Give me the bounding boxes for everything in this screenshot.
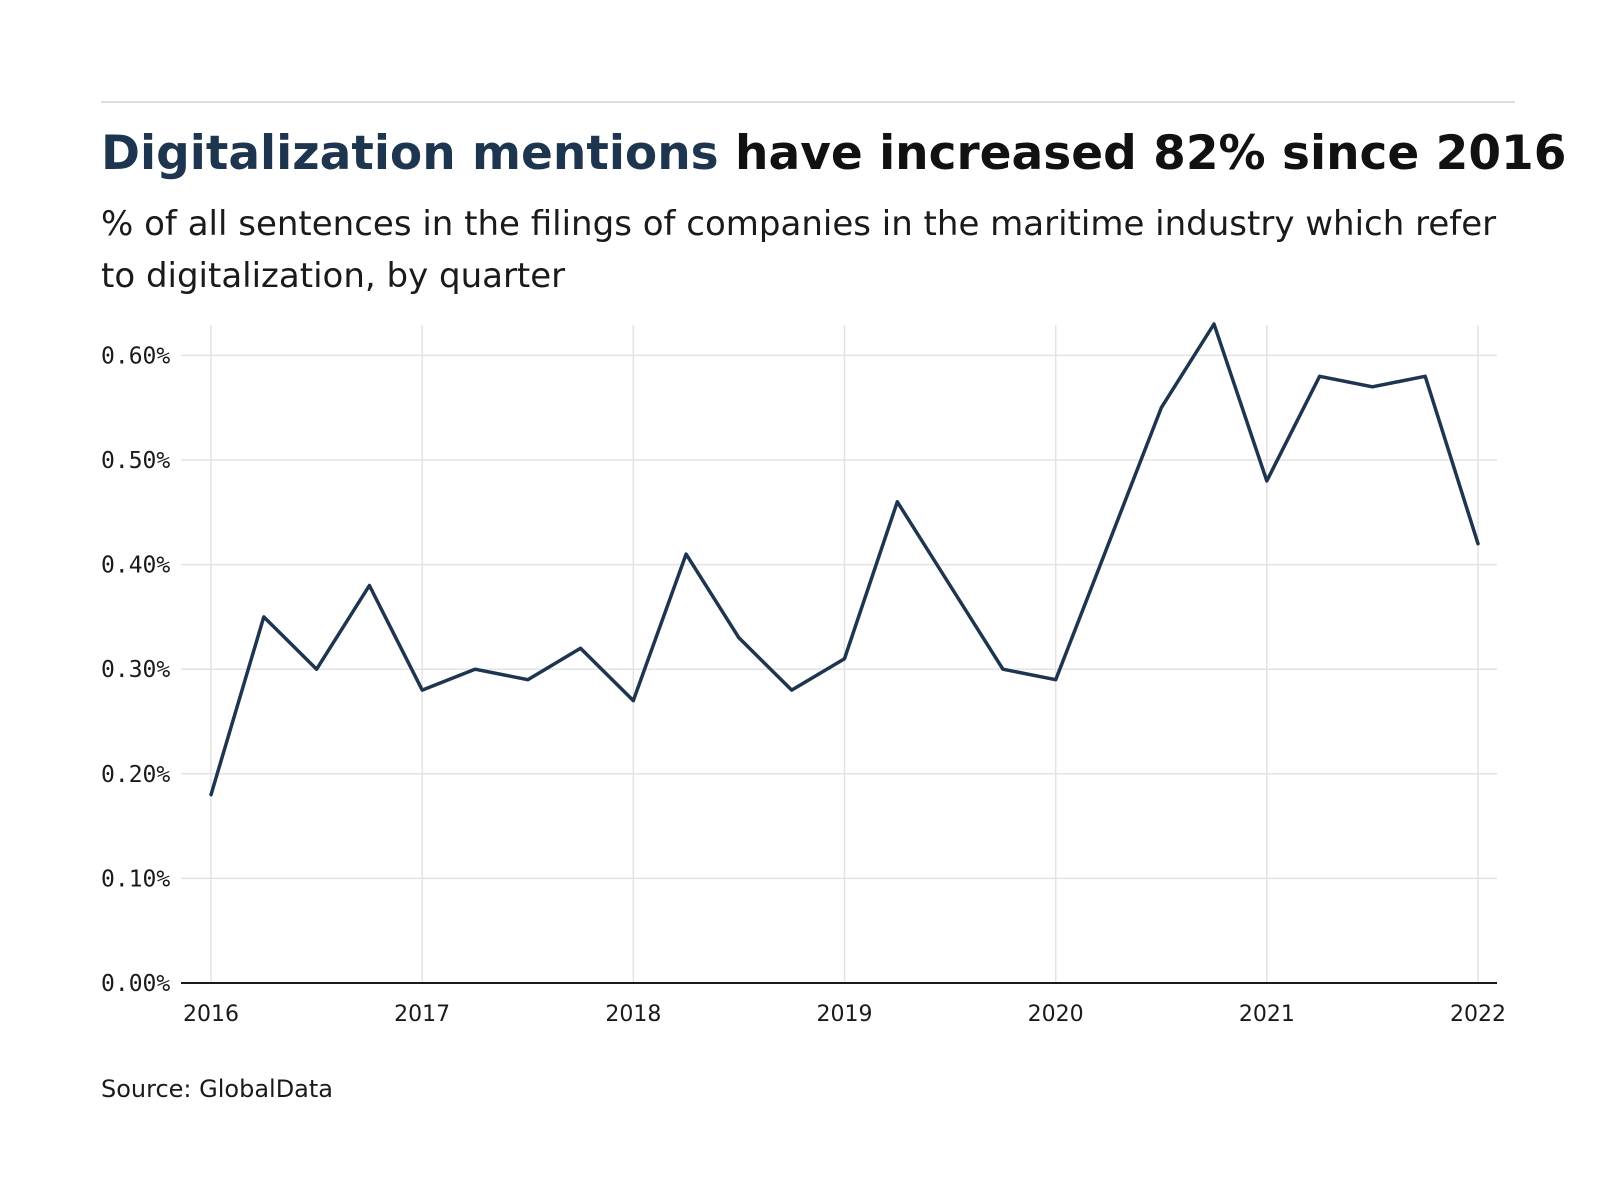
series [209,322,1480,797]
tick-labels: 0.00% 0.10% 0.20% 0.30% 0.40% 0.50% 0.60% 2016 2… [101,343,1506,1027]
source-note: Source: GlobalData [101,1075,334,1103]
title-highlight: Digitalization mentions [101,126,719,181]
y-tick-label: 0.40% [101,553,170,579]
chart-subtitle: % of all sentences in the filings of com… [101,204,1497,296]
x-tick-label: 2020 [1028,1002,1084,1027]
gridlines [181,325,1497,983]
y-tick-label: 0.50% [101,448,170,474]
y-tick-label: 0.20% [101,762,170,788]
x-tick-label: 2019 [817,1002,873,1027]
y-tick-label: 0.00% [101,971,170,997]
y-tick-label: 0.30% [101,657,170,683]
x-tick-label: 2016 [183,1002,239,1027]
title-rest: have increased 82% since 2016 [718,126,1567,181]
x-tick-label: 2018 [605,1002,661,1027]
top-rule [101,101,1515,103]
chart-title: Digitalization mentions have increased 8… [101,124,1566,184]
series-line [209,322,1480,797]
x-tick-label: 2021 [1239,1002,1295,1027]
x-tick-label: 2017 [394,1002,450,1027]
y-tick-label: 0.60% [101,343,170,369]
x-tick-label: 2022 [1450,1002,1506,1027]
y-tick-label: 0.10% [101,866,170,892]
